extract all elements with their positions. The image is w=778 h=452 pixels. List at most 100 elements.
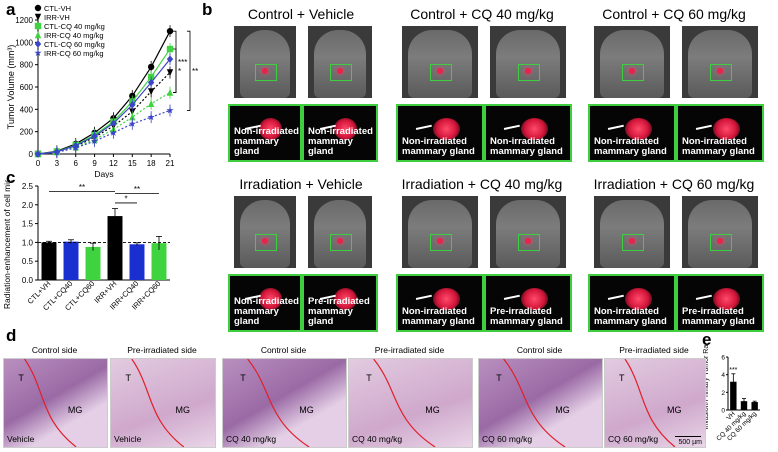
- histology-image: T MG Vehicle: [3, 358, 108, 448]
- tumor-margin: [624, 359, 676, 447]
- significance-label: ***: [178, 58, 187, 67]
- y-tick-label: 2.5: [22, 182, 34, 191]
- treatment-label: CQ 60 mg/kg: [482, 434, 533, 444]
- roi-box: [622, 64, 644, 81]
- significance-bracket: [187, 30, 191, 111]
- tumor-signal: [525, 68, 531, 74]
- series-line: [37, 72, 171, 155]
- tumor-signal: [262, 68, 268, 74]
- zoom-caption: Non-irradiated mammary gland: [402, 306, 475, 327]
- imaging-panel: Control + Vehicle Non-irradiated mammary …: [200, 0, 778, 335]
- region-label-mammary-gland: MG: [67, 405, 83, 415]
- roi-box: [330, 234, 352, 251]
- legend-label: IRR-CQ 60 mg/kg: [44, 49, 104, 58]
- tumor-margin: [247, 359, 310, 447]
- region-label-tumor: T: [366, 373, 372, 383]
- y-axis-label: Tumor Volume (mm³): [6, 45, 16, 130]
- legend-marker: [34, 49, 42, 57]
- legend-label: IRR-VH: [44, 13, 70, 22]
- zoom-caption: Pre-irradiated mammary gland: [490, 306, 563, 327]
- tumor-signal: [437, 68, 443, 74]
- series-line: [37, 109, 171, 155]
- panel-letter-d: d: [6, 326, 17, 345]
- zoom-image: Non-irradiated mammary gland: [588, 274, 676, 332]
- tumor-signal: [625, 288, 653, 310]
- tumor-signal: [437, 238, 443, 244]
- whole-body-image: [402, 196, 478, 268]
- histology-image: T MG CQ 40 mg/kg: [222, 358, 347, 448]
- zoom-image: Non-irradiated mammary gland: [302, 104, 378, 162]
- region-label-tumor: T: [619, 373, 625, 383]
- data-point: [166, 88, 174, 96]
- tumor-signal: [337, 68, 343, 74]
- panel-letter-c: c: [6, 168, 16, 187]
- histology-header: Control side: [222, 345, 345, 357]
- legend-label: IRR-CQ 40 mg/kg: [44, 31, 104, 40]
- y-tick-label: 2: [721, 390, 725, 397]
- bar: [751, 402, 758, 410]
- tumor-margin: [24, 359, 77, 447]
- group-title: Control + CQ 40 mg/kg: [410, 6, 554, 22]
- tumor-signal: [259, 118, 282, 140]
- whole-body-image: [682, 26, 758, 98]
- region-label-mammary-gland: MG: [299, 405, 314, 415]
- significance-label: **: [134, 185, 140, 194]
- zoom-image: Non-irradiated mammary gland: [396, 104, 484, 162]
- data-point: [110, 119, 117, 127]
- y-tick-label: 2.0: [22, 201, 34, 210]
- tumor-signal: [337, 238, 343, 244]
- region-label-mammary-gland: MG: [425, 405, 440, 415]
- zoom-image: Non-irradiated mammary gland: [228, 104, 302, 162]
- group-title: Irradiation + Vehicle: [239, 176, 363, 192]
- significance-bracket: [173, 30, 177, 93]
- whole-body-image: [308, 26, 372, 98]
- whole-body-image: [234, 196, 296, 268]
- zoom-caption: Non-irradiated mammary gland: [308, 126, 373, 157]
- data-point: [166, 106, 174, 114]
- zoom-caption: Pre-irradiated mammary gland: [682, 306, 755, 327]
- region-label-tumor: T: [125, 373, 132, 383]
- tumor-signal: [713, 118, 741, 140]
- histology-image: T MG Vehicle: [110, 358, 216, 448]
- x-tick-label: 21: [166, 159, 175, 168]
- panel-letter-e: e: [702, 330, 712, 349]
- bar: [129, 244, 145, 280]
- legend-marker: [34, 31, 42, 39]
- zoom-caption: Pre-irradiated mammary gland: [308, 296, 370, 327]
- region-label-tumor: T: [240, 373, 246, 383]
- bar: [85, 246, 101, 280]
- roi-box: [710, 64, 732, 81]
- data-point: [166, 27, 174, 35]
- zoom-image: Non-irradiated mammary gland: [396, 274, 484, 332]
- roi-box: [430, 234, 452, 251]
- histology-header: Control side: [478, 345, 601, 357]
- histology-image: T MG CQ 40 mg/kg: [348, 358, 473, 448]
- tumor-signal: [433, 118, 461, 140]
- significance-label: *: [178, 67, 181, 76]
- tumor-signal: [629, 238, 635, 244]
- whole-body-image: [308, 196, 372, 268]
- zoom-image: Non-irradiated mammary gland: [676, 104, 764, 162]
- scale-bar-label: 500 µm: [678, 439, 703, 446]
- panel-letter-a: a: [6, 0, 16, 19]
- histology-image: T MG CQ 60 mg/kg 500 µm: [604, 358, 706, 448]
- x-tick-label: 0: [36, 159, 41, 168]
- y-axis-label: Invasion/Primary Tumor Ratio: [703, 345, 710, 430]
- x-axis-label: Days: [94, 169, 113, 178]
- side-label: Control side: [516, 345, 563, 355]
- legend-label: CTL-VH: [44, 4, 71, 13]
- data-point: [147, 113, 155, 121]
- data-point: [128, 120, 136, 127]
- tumor-margin: [503, 359, 566, 447]
- margin-line: [503, 359, 566, 447]
- margin-line: [373, 359, 436, 447]
- zoom-caption: Non-irradiated mammary gland: [594, 136, 667, 157]
- data-point: [147, 63, 155, 71]
- legend-marker: [34, 4, 42, 12]
- tumor-signal: [433, 288, 461, 310]
- side-label: Pre-irradiated side: [127, 345, 197, 355]
- region-label-mammary-gland: MG: [667, 405, 682, 415]
- tumor-signal: [629, 68, 635, 74]
- arrow-icon: [696, 124, 713, 130]
